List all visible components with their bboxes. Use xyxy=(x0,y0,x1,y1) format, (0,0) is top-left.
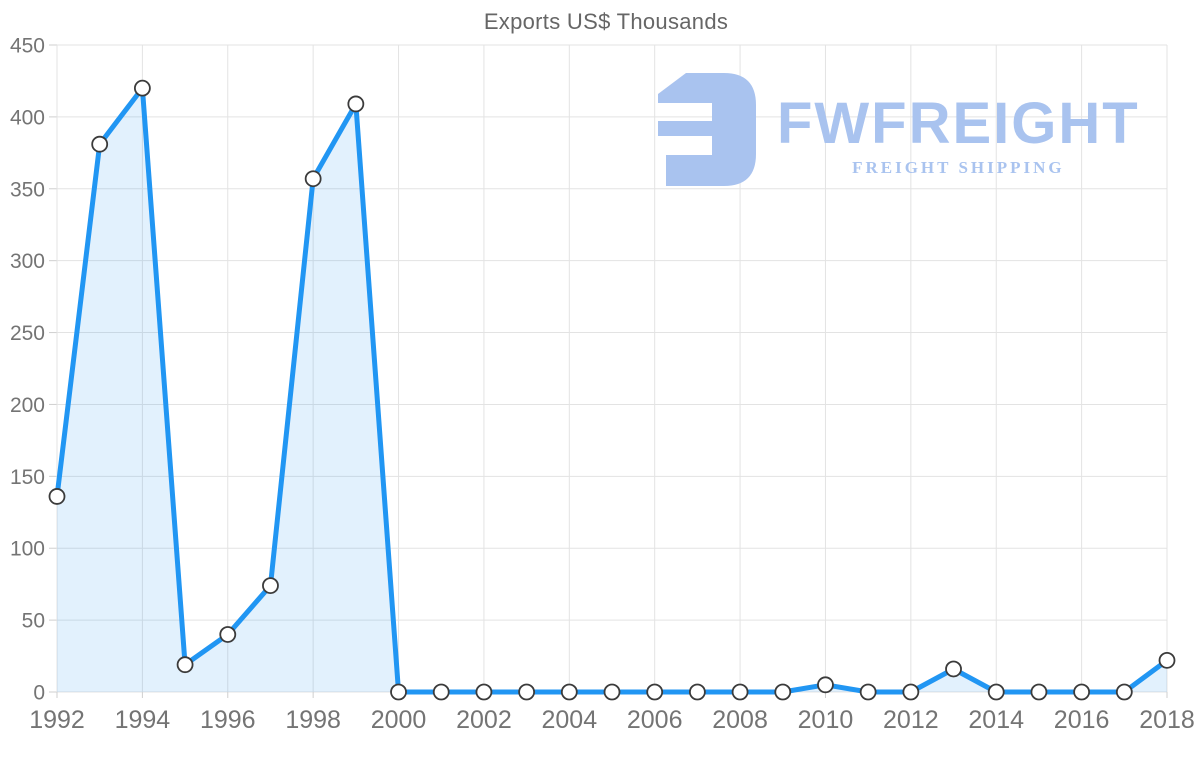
data-point[interactable] xyxy=(688,683,706,701)
data-point[interactable] xyxy=(817,676,834,694)
data-point[interactable] xyxy=(390,683,407,701)
y-axis-label: 300 xyxy=(10,250,45,273)
data-point[interactable] xyxy=(219,626,237,643)
y-axis-label: 400 xyxy=(10,106,45,129)
x-axis-label: 2002 xyxy=(456,706,512,734)
x-axis-label: 2000 xyxy=(371,706,427,734)
chart-title: Exports US$ Thousands xyxy=(483,9,729,34)
data-point[interactable] xyxy=(646,683,664,701)
x-axis-label: 1994 xyxy=(115,706,171,734)
data-point[interactable] xyxy=(902,683,920,701)
data-point[interactable] xyxy=(945,660,962,678)
x-axis-label: 2008 xyxy=(712,706,768,734)
data-point[interactable] xyxy=(774,683,792,701)
data-point[interactable] xyxy=(1073,683,1091,701)
data-point[interactable] xyxy=(347,95,365,113)
data-point[interactable] xyxy=(91,135,109,153)
data-point[interactable] xyxy=(518,683,536,701)
data-point[interactable] xyxy=(48,488,66,505)
x-axis-label: 2010 xyxy=(798,706,854,734)
y-axis-label: 450 xyxy=(10,35,45,58)
data-point[interactable] xyxy=(176,656,194,674)
area-fill xyxy=(57,88,1167,693)
data-point[interactable] xyxy=(859,683,877,701)
data-point[interactable] xyxy=(560,683,578,701)
data-point[interactable] xyxy=(475,683,493,701)
data-point[interactable] xyxy=(731,683,749,701)
data-point[interactable] xyxy=(1158,651,1176,669)
y-axis-label: 200 xyxy=(10,394,45,417)
y-axis-label: 350 xyxy=(10,178,45,201)
y-axis-label: 50 xyxy=(22,610,45,633)
data-point[interactable] xyxy=(304,170,322,188)
data-point[interactable] xyxy=(133,79,151,97)
y-axis-label: 250 xyxy=(10,322,45,345)
x-axis-label: 2018 xyxy=(1139,706,1195,734)
series-line xyxy=(54,85,1170,695)
x-axis-label: 2006 xyxy=(627,706,683,734)
data-point[interactable] xyxy=(1115,683,1133,701)
x-axis-label: 2012 xyxy=(883,706,939,734)
x-axis-label: 1998 xyxy=(285,706,341,734)
y-axis-label: 0 xyxy=(33,682,45,705)
y-axis-label: 150 xyxy=(10,466,45,489)
y-axis-label: 100 xyxy=(10,538,45,561)
data-point[interactable] xyxy=(987,683,1005,701)
x-axis-label: 2016 xyxy=(1054,706,1110,734)
x-axis-label: 1992 xyxy=(29,706,85,734)
data-point[interactable] xyxy=(262,577,279,595)
data-point[interactable] xyxy=(603,683,621,701)
x-axis-label: 2014 xyxy=(968,706,1024,734)
data-point[interactable] xyxy=(432,683,450,701)
x-axis-label: 1996 xyxy=(200,706,256,734)
data-point[interactable] xyxy=(1030,683,1048,701)
x-axis-label: 2004 xyxy=(541,706,597,734)
